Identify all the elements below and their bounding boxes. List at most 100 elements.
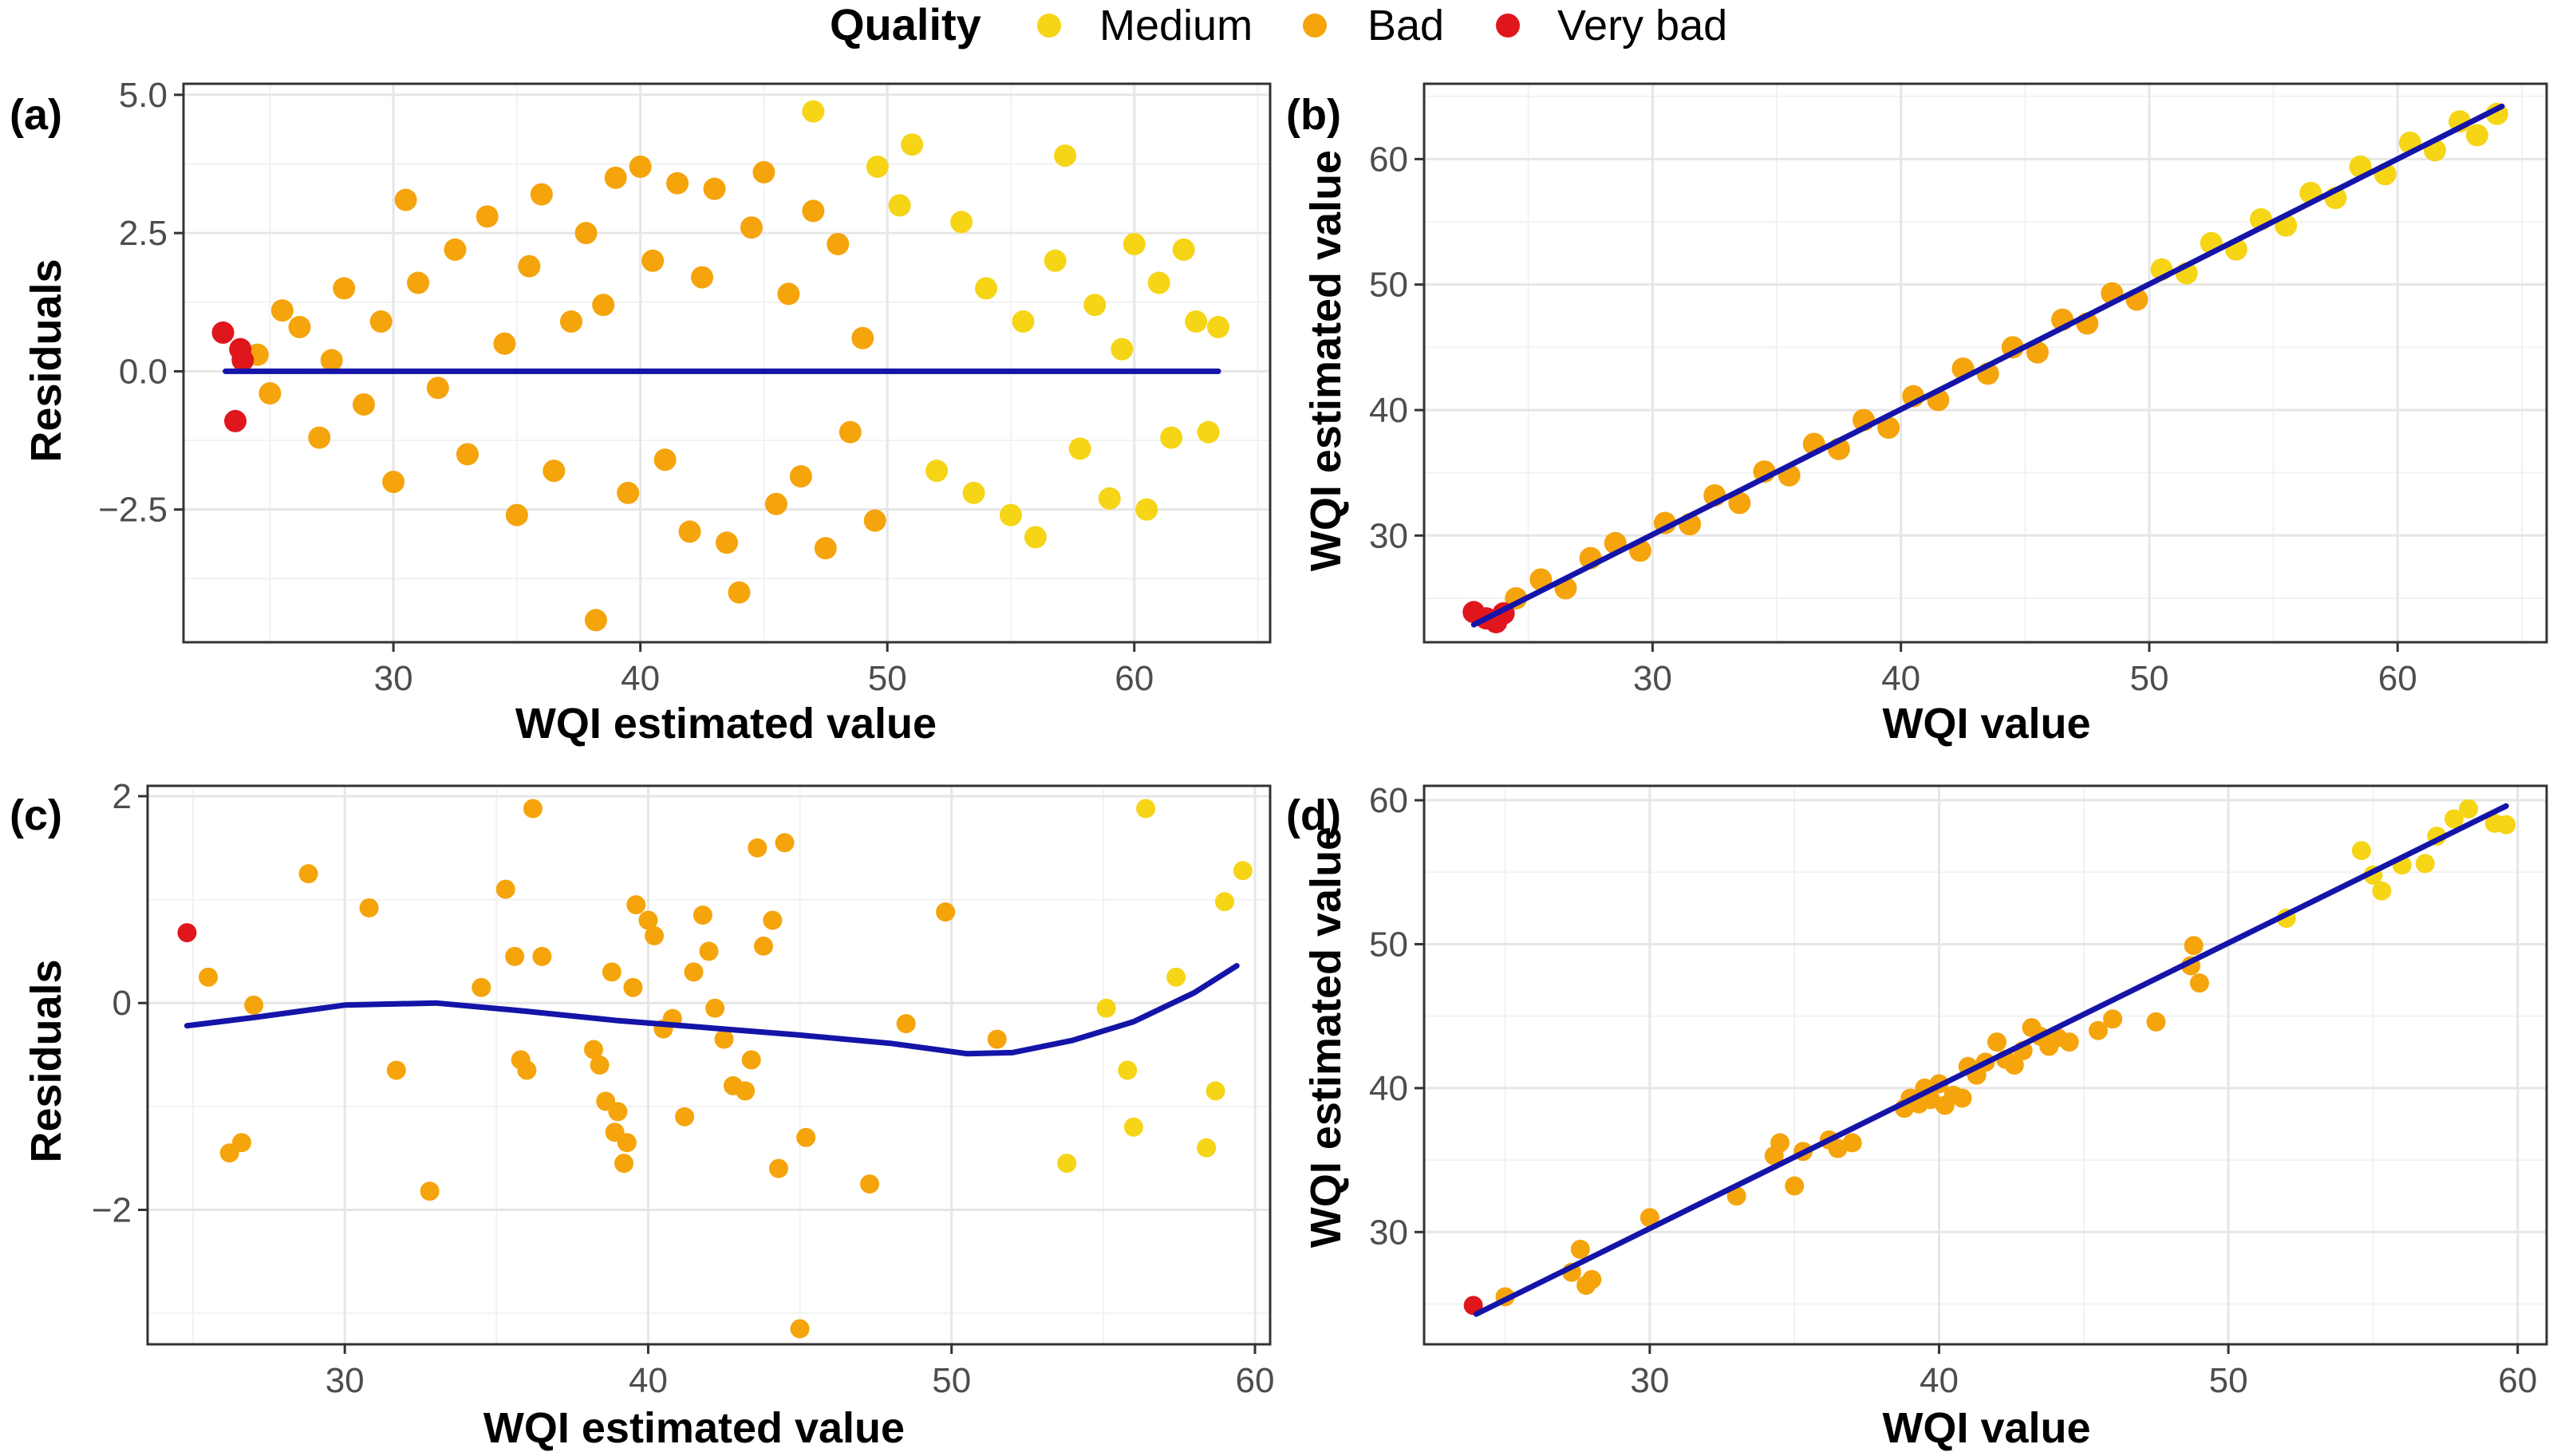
panel-a-point-bad	[863, 509, 886, 532]
panel-d-point-bad	[2146, 1012, 2166, 1032]
panel-a-point-bad	[407, 271, 430, 294]
panel-a-point-bad	[574, 222, 598, 245]
panel-c-point-bad	[505, 946, 525, 966]
panel-d-point-medium	[2372, 881, 2392, 901]
panel-a-point-bad	[678, 520, 701, 543]
panel-a-point-medium	[1147, 271, 1170, 294]
panel-a-point-medium	[999, 503, 1022, 527]
panel-a-point-medium	[1068, 437, 1091, 460]
panel-c-point-bad	[614, 1154, 634, 1174]
panel-c-ytick-label: 2	[112, 777, 132, 816]
panel-d-xtick-label: 60	[2498, 1361, 2537, 1400]
panel-a-point-bad	[851, 326, 874, 349]
panel-a-xtick-label: 50	[868, 659, 907, 698]
panel-c-point-bad	[583, 1040, 603, 1059]
panel-d-point-medium	[2415, 854, 2435, 874]
panel-a-point-bad	[530, 183, 553, 206]
panel-a-point-bad	[827, 232, 850, 255]
panel-c-point-bad	[517, 1060, 537, 1080]
panel-d-point-bad	[1726, 1186, 1746, 1206]
panel-d-point-bad	[1570, 1239, 1590, 1259]
panel-d: (d) WQI estimated value WQI value 30 40 50…	[1286, 781, 2548, 1452]
panel-c: (c) Residuals WQI estimated value 30 40 50…	[10, 777, 1274, 1452]
legend-key-medium	[1037, 14, 1061, 37]
panel-a-point-bad	[493, 332, 516, 355]
panel-a-point-medium	[1135, 498, 1158, 521]
panel-a-point-bad	[584, 609, 607, 632]
panel-c-point-bad	[860, 1174, 880, 1194]
panel-c-ytick-label: 0	[112, 984, 132, 1023]
panel-b-xtick-label: 60	[2378, 659, 2417, 698]
panel-d-point-bad	[2184, 936, 2204, 956]
panel-c-xlabel: WQI estimated value	[483, 1404, 905, 1452]
panel-c-point-medium	[1123, 1117, 1143, 1137]
panel-c-point-bad	[590, 1056, 610, 1075]
panel-b-ytick-label: 40	[1369, 391, 1408, 430]
panel-c-point-bad	[775, 833, 795, 853]
panel-c-point-bad	[359, 898, 379, 917]
panel-c-point-medium	[1118, 1060, 1138, 1080]
panel-a-point-bad	[258, 382, 282, 405]
legend-label-bad: Bad	[1367, 2, 1444, 49]
panel-a-point-bad	[703, 177, 726, 200]
panel-a-point-bad	[456, 443, 479, 466]
panel-b-border	[1423, 82, 2548, 644]
panel-a-point-bad	[789, 465, 812, 488]
panel-a-point-medium	[866, 155, 889, 178]
panel-a-point-bad	[444, 238, 467, 261]
panel-a-point-bad	[382, 471, 405, 494]
panel-a-point-bad	[369, 310, 393, 333]
panel-c-point-bad	[645, 925, 665, 945]
panel-d-point-medium	[2444, 809, 2464, 829]
panel-d-ytick-label: 60	[1369, 781, 1408, 820]
legend-key-very-bad	[1496, 14, 1520, 37]
panel-d-point-medium	[2459, 799, 2479, 819]
panel-d-ytick-label: 50	[1369, 925, 1408, 964]
panel-b-xtick-label: 50	[2129, 659, 2168, 698]
panel-a-point-bad	[288, 315, 311, 338]
panel-b-point-medium	[2465, 124, 2488, 147]
panel-c-border	[146, 784, 1272, 1346]
panel-a-point-medium	[975, 277, 998, 300]
panel-a-background	[183, 84, 1270, 642]
panel-c-point-medium	[1136, 799, 1156, 819]
panel-c-point-bad	[896, 1014, 916, 1034]
panel-c-point-bad	[987, 1029, 1007, 1049]
panel-b-fit-line	[1470, 103, 2505, 628]
panel-c-point-bad	[532, 946, 552, 966]
panel-c-point-bad	[768, 1158, 788, 1178]
panel-a-ytick-label: −2.5	[98, 491, 168, 530]
panel-a-point-bad	[629, 155, 652, 178]
panel-a-point-bad	[426, 377, 449, 400]
panel-c-point-bad	[675, 1107, 695, 1127]
panel-a-point-bad	[814, 537, 837, 560]
panel-a-point-bad	[394, 188, 417, 211]
legend: Quality Medium Bad Very bad	[830, 0, 1727, 49]
panel-c-point-medium	[1057, 1154, 1077, 1174]
panel-a-point-medium	[1111, 337, 1134, 361]
panel-a-point-bad	[308, 426, 331, 449]
panel-a-point-bad	[752, 160, 775, 183]
panel-a-xtick-label: 60	[1115, 659, 1154, 698]
panel-d-point-bad	[2004, 1056, 2024, 1075]
panel-a-point-bad	[352, 393, 375, 416]
panel-a-point-medium	[962, 481, 985, 504]
panel-a-point-very-bad	[231, 349, 255, 372]
panel-a-point-medium	[950, 211, 973, 234]
panel-d-ytick-label: 40	[1369, 1069, 1408, 1108]
panel-a-point-bad	[777, 282, 800, 306]
panel-c-point-bad	[748, 838, 767, 858]
panel-d-point-bad	[2189, 973, 2209, 993]
panel-a-point-bad	[617, 481, 640, 504]
panel-a-border	[182, 82, 1272, 644]
panel-a-point-medium	[1206, 315, 1229, 338]
panel-c-tag: (c)	[10, 791, 62, 839]
panel-d-xlabel: WQI value	[1882, 1404, 2090, 1452]
panel-a-point-bad	[716, 531, 738, 554]
panel-a-point-bad	[592, 294, 615, 317]
panel-c-point-bad	[523, 799, 543, 819]
panel-d-point-bad	[1582, 1269, 1602, 1289]
panel-b: (b) WQI estimated value WQI value 30 40 50…	[1286, 82, 2548, 748]
panel-c-point-bad	[796, 1127, 816, 1147]
panel-a-ytick-label: 0.0	[119, 352, 168, 391]
